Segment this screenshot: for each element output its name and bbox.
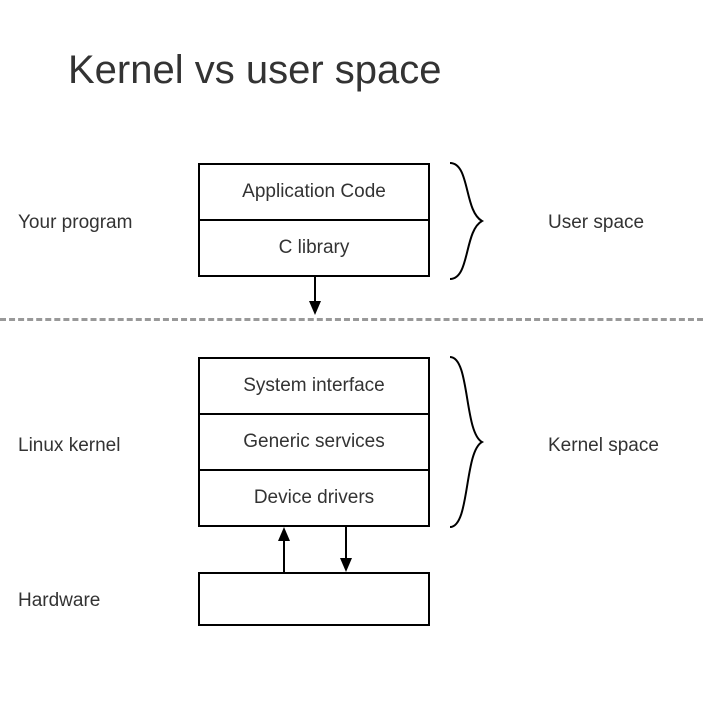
arrow-up-icon (277, 527, 291, 572)
label-kernel-space: Kernel space (548, 435, 659, 457)
arrow-down-icon (308, 277, 322, 315)
box-label: Generic services (243, 431, 385, 453)
box-hardware (198, 572, 430, 626)
label-hardware: Hardware (18, 590, 100, 612)
box-c-library: C library (198, 219, 430, 277)
label-your-program: Your program (18, 212, 132, 234)
page-title: Kernel vs user space (68, 48, 442, 93)
box-application-code: Application Code (198, 163, 430, 221)
box-generic-services: Generic services (198, 413, 430, 471)
label-user-space: User space (548, 212, 644, 234)
arrow-down-icon (339, 527, 353, 572)
brace-kernel-space-icon (448, 357, 498, 527)
brace-user-space-icon (448, 163, 498, 279)
box-label: System interface (243, 375, 385, 397)
box-system-interface: System interface (198, 357, 430, 415)
box-device-drivers: Device drivers (198, 469, 430, 527)
divider-dashed-line (0, 318, 703, 321)
label-linux-kernel: Linux kernel (18, 435, 120, 457)
box-label: Application Code (242, 181, 386, 203)
box-label: C library (279, 237, 350, 259)
box-label: Device drivers (254, 487, 374, 509)
